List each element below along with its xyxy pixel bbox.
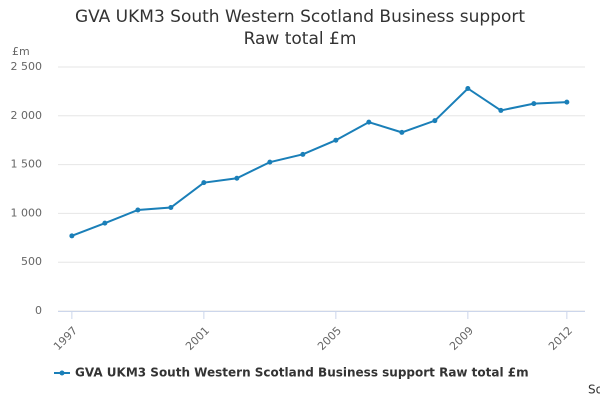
x-tick-label: 1997 (51, 324, 80, 353)
data-point (267, 159, 273, 165)
data-point (564, 99, 570, 105)
data-point (69, 233, 75, 239)
series-line (71, 87, 567, 237)
y-tick-label: 1 500 (11, 158, 43, 171)
data-point (432, 118, 438, 124)
x-tick-label: 2005 (315, 324, 344, 353)
y-tick-label: 500 (21, 255, 42, 268)
data-point (102, 220, 108, 226)
data-point (300, 151, 306, 157)
data-point (201, 180, 207, 186)
source: Source: (588, 383, 600, 397)
data-point (333, 137, 339, 143)
y-axis-label: £m (12, 45, 30, 58)
data-point (135, 207, 141, 213)
data-point (366, 119, 372, 125)
legend-marker (59, 370, 65, 376)
y-tick-label: 0 (35, 304, 42, 317)
y-tick-label: 1 000 (11, 206, 43, 219)
y-tick-label: 2 000 (11, 109, 43, 122)
data-point (465, 85, 471, 91)
data-point (168, 205, 174, 211)
x-tick-label: 2001 (183, 324, 212, 353)
x-tick-label: 2009 (447, 324, 476, 353)
x-tick-label: 2012 (546, 324, 575, 353)
data-point (234, 175, 240, 181)
legend-label: GVA UKM3 South Western Scotland Business… (75, 366, 529, 380)
data-point (531, 101, 537, 107)
data-point (399, 129, 405, 135)
y-tick-label: 2 500 (11, 60, 43, 73)
chart-title: GVA UKM3 South Western Scotland Business… (74, 7, 526, 49)
data-point (498, 107, 504, 113)
